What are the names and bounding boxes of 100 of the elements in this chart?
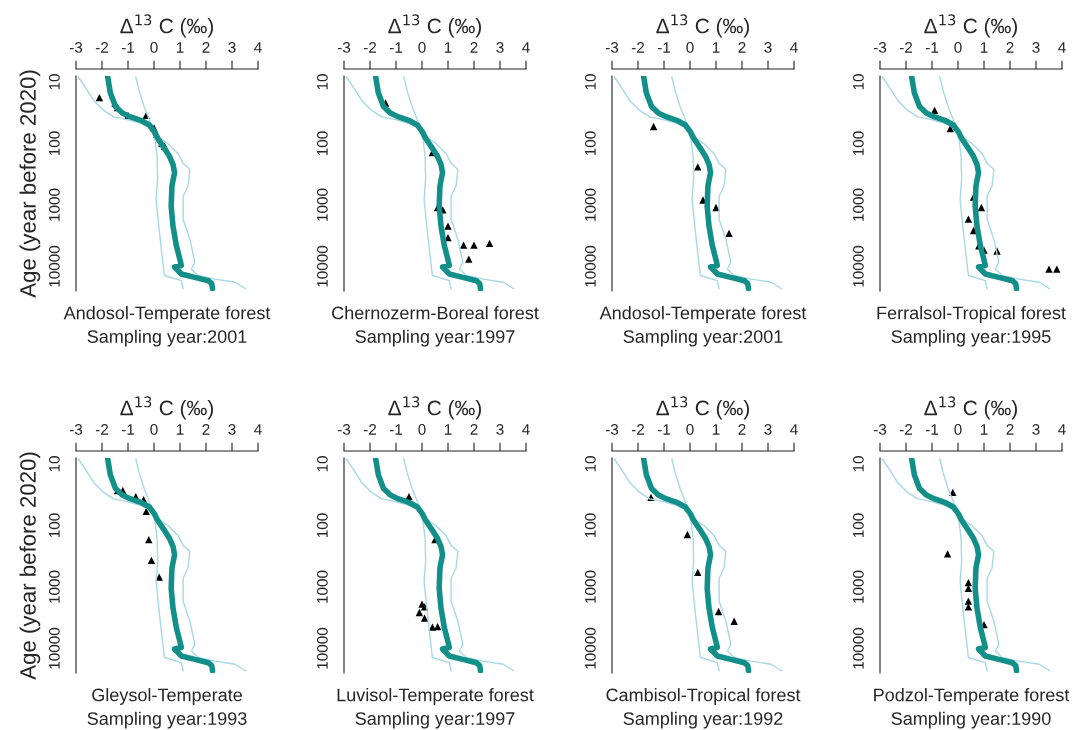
y-axis-title: Age (year before 2020): [19, 452, 41, 680]
y-tick-label: 1000: [852, 570, 864, 603]
text: Luvisol-Temperate forest: [337, 688, 534, 705]
x-tick-label: 2: [470, 424, 478, 435]
x-tick-label: 3: [228, 424, 236, 435]
x-tick-label: 0: [150, 42, 158, 53]
x-tick-label: 1: [712, 424, 720, 435]
text: Sampling year:1992: [623, 711, 783, 729]
y-tick-label: 10: [584, 456, 596, 472]
y-tick-label: 10000: [852, 627, 864, 669]
x-tick-label: -1: [657, 424, 671, 435]
y-tick-label: 1000: [584, 188, 596, 221]
x-tick-label: -3: [873, 42, 887, 53]
y-tick-label: 10: [316, 456, 328, 472]
y-tick-label: 10: [316, 74, 328, 90]
x-tick-label: 3: [228, 42, 236, 53]
x-tick-label: 2: [1006, 42, 1014, 53]
x-tick-label: 0: [954, 424, 962, 435]
x-tick-label: 3: [1032, 424, 1040, 435]
x-tick-label: -3: [873, 424, 887, 435]
y-tick-label: 100: [316, 131, 328, 156]
x-tick-label: -3: [605, 424, 619, 435]
x-tick-label: 2: [738, 424, 746, 435]
text: Andosol-Temperate forest: [63, 306, 271, 323]
x-tick-label: 4: [522, 42, 530, 53]
x-tick-label: 0: [418, 42, 426, 53]
x-tick-label: -3: [337, 424, 351, 435]
x-tick-label: -1: [121, 424, 135, 435]
x-tick-label: 2: [738, 42, 746, 53]
x-tick-label: -2: [899, 424, 913, 435]
x-tick-label: 4: [254, 424, 262, 435]
text: Sampling year:1993: [87, 711, 247, 729]
x-tick-label: -3: [337, 42, 351, 53]
y-tick-label: 1000: [852, 188, 864, 221]
text: Chernozerm-Boreal forest: [332, 306, 539, 320]
text: Sampling year:1995: [891, 329, 1051, 347]
x-tick-label: 1: [444, 42, 452, 53]
x-tick-label: 0: [954, 42, 962, 53]
y-tick-label: 10: [584, 74, 596, 90]
text: Sampling year:1997: [355, 329, 515, 347]
y-tick-label: 100: [584, 131, 596, 156]
x-tick-label: 3: [496, 42, 504, 53]
x-tick-label: -1: [121, 42, 135, 53]
x-tick-label: -3: [69, 424, 83, 435]
text: Sampling year:2001: [623, 329, 783, 347]
x-axis-title: Δ$^{13}$ C (‰): [120, 14, 213, 38]
y-tick-label: 100: [584, 513, 596, 538]
y-tick-label: 100: [48, 513, 60, 538]
x-tick-label: 1: [176, 42, 184, 53]
x-tick-label: 4: [790, 424, 798, 435]
x-tick-label: 0: [150, 424, 158, 435]
x-axis-title: Δ$^{13}$ C (‰): [120, 396, 213, 420]
y-tick-label: 100: [852, 131, 864, 156]
y-tick-label: 10000: [852, 245, 864, 287]
y-tick-label: 10000: [316, 245, 328, 287]
x-tick-label: -2: [363, 42, 377, 53]
x-axis-title: Δ$^{13}$ C (‰): [656, 14, 749, 38]
x-tick-label: -1: [389, 42, 403, 53]
y-tick-label: 10: [48, 74, 60, 90]
x-tick-label: 4: [254, 42, 262, 53]
x-tick-label: 1: [980, 424, 988, 435]
y-tick-label: 10000: [48, 627, 60, 669]
x-tick-label: -2: [631, 424, 645, 435]
text: Podzol-Temperate forest: [874, 688, 1070, 705]
x-tick-label: 1: [712, 42, 720, 53]
x-tick-label: 1: [176, 424, 184, 435]
text: Cambisol-Tropical forest: [606, 688, 801, 705]
x-tick-label: 3: [764, 424, 772, 435]
x-tick-label: 3: [496, 424, 504, 435]
text: Sampling year:1997: [355, 711, 515, 729]
x-tick-label: -2: [363, 424, 377, 435]
x-tick-label: -2: [899, 42, 913, 53]
x-tick-label: -1: [389, 424, 403, 435]
y-tick-label: 10000: [48, 245, 60, 287]
x-tick-label: -1: [657, 42, 671, 53]
text: Sampling year:1990: [891, 711, 1051, 729]
x-tick-label: -3: [605, 42, 619, 53]
x-tick-label: 4: [522, 424, 530, 435]
y-tick-label: 100: [316, 513, 328, 538]
y-tick-label: 1000: [48, 188, 60, 221]
y-tick-label: 10: [852, 74, 864, 90]
x-axis-title: Δ$^{13}$ C (‰): [388, 14, 481, 38]
text: Ferralsol-Tropical forest: [877, 306, 1066, 323]
y-axis-title: Age (year before 2020): [19, 70, 41, 298]
x-tick-label: -1: [925, 424, 939, 435]
x-tick-label: -2: [631, 42, 645, 53]
y-tick-label: 1000: [316, 570, 328, 603]
x-tick-label: 4: [790, 42, 798, 53]
x-tick-label: 4: [1058, 42, 1066, 53]
y-tick-label: 10000: [584, 627, 596, 669]
x-tick-label: 0: [686, 424, 694, 435]
y-tick-label: 10000: [584, 245, 596, 287]
y-tick-label: 100: [48, 131, 60, 156]
x-tick-label: 0: [418, 424, 426, 435]
x-tick-label: 2: [202, 424, 210, 435]
x-tick-label: 1: [980, 42, 988, 53]
text: Gleysol-Temperate: [92, 688, 242, 705]
y-tick-label: 1000: [316, 188, 328, 221]
x-tick-label: -3: [69, 42, 83, 53]
text: Andosol-Temperate forest: [599, 306, 807, 323]
